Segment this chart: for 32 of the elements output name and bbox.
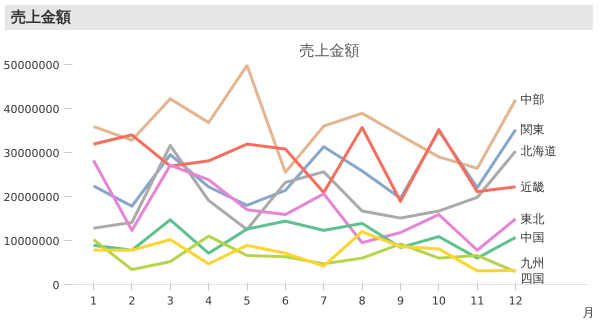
y-tick-label: 10000000: [4, 235, 60, 248]
y-tick-label: 0: [52, 279, 60, 292]
series-label: 九州: [520, 256, 545, 270]
y-tick-label: 50000000: [4, 59, 60, 72]
series-label: 中部: [520, 92, 545, 107]
x-tick-label: 4: [205, 294, 212, 308]
line-series: [92, 64, 518, 174]
x-tick-label: 1: [90, 294, 98, 308]
line-series: [92, 158, 518, 252]
series-label: 中国: [520, 230, 545, 244]
x-tick-label: 9: [396, 294, 404, 308]
series-label: 四国: [520, 271, 545, 286]
x-tick-label: 10: [432, 294, 446, 308]
y-tick-label: 20000000: [4, 191, 60, 204]
series-label: 近畿: [520, 180, 545, 194]
x-tick-label: 3: [166, 294, 174, 308]
line-series: [92, 144, 518, 231]
text: 売上金額: [5, 5, 593, 30]
x-tick-label: 8: [358, 294, 366, 308]
series-label: 関東: [520, 122, 545, 137]
x-tick-label: 7: [320, 294, 328, 308]
x-tick-label: 5: [244, 294, 251, 308]
series-label: 東北: [520, 212, 545, 226]
y-tick-label: 30000000: [4, 147, 60, 160]
chart-title: 売上金額: [300, 42, 360, 60]
x-tick-label: 11: [470, 294, 484, 308]
x-tick-label: 12: [508, 294, 523, 308]
x-tick-label: 2: [128, 294, 136, 308]
y-tick-label: 40000000: [4, 103, 60, 116]
x-tick-label: 6: [282, 294, 289, 308]
series-label: 北海道: [520, 144, 557, 158]
x-axis-title: 月: [582, 306, 594, 320]
